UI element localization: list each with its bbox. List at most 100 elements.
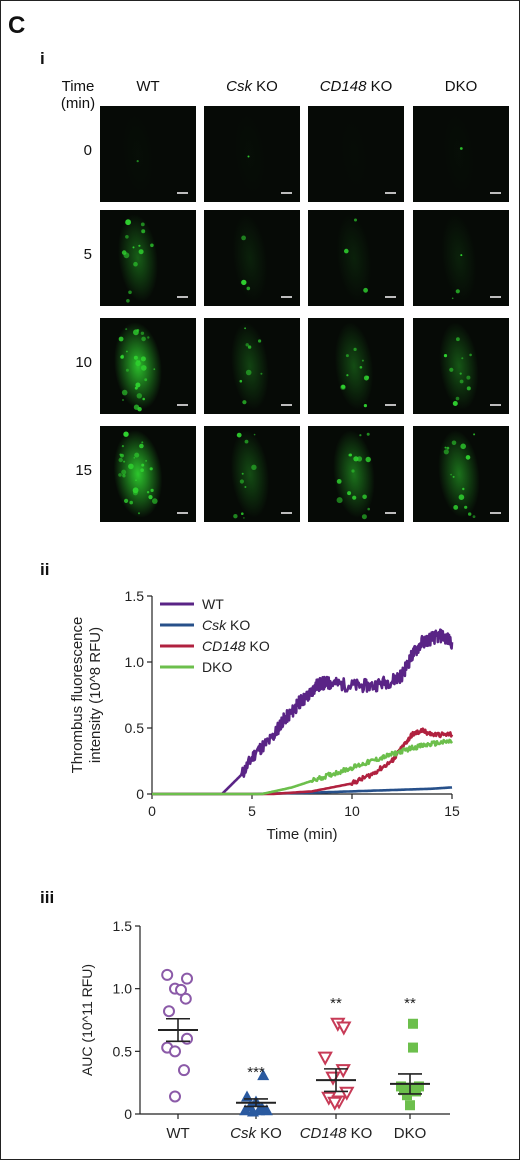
- platelet-spot: [147, 336, 150, 339]
- x-tick-label: 0: [148, 803, 156, 819]
- data-point-2-5: [339, 1086, 355, 1101]
- platelet-spot: [352, 495, 357, 500]
- micrograph-svg: [441, 214, 477, 302]
- thrombus-glow: [114, 322, 162, 410]
- platelet-spot: [121, 469, 127, 475]
- platelet-spot: [140, 222, 145, 227]
- plain-part: KO: [256, 1125, 282, 1142]
- micrograph-svg: [334, 322, 374, 410]
- platelet-spot: [345, 354, 349, 358]
- platelet-spot: [133, 457, 136, 459]
- y-tick-label: 1.5: [125, 588, 145, 604]
- panel-letter: C: [8, 12, 26, 39]
- platelet-spot: [346, 374, 349, 377]
- platelet-spot: [135, 479, 137, 481]
- panel-i-label: i: [40, 49, 45, 68]
- data-point-2-1: [336, 1021, 352, 1036]
- platelet-spot: [247, 345, 252, 349]
- platelet-spot: [241, 512, 244, 515]
- italic-part: CD148: [300, 1125, 347, 1142]
- platelet-spot: [451, 297, 454, 300]
- scale-bar: [281, 296, 292, 298]
- micrograph-t15-col1: [204, 426, 300, 522]
- time-header-line2: (min): [60, 95, 96, 112]
- time-label-15: 15: [75, 462, 92, 479]
- data-point-1-7: [260, 1104, 273, 1116]
- platelet-spot: [141, 441, 144, 444]
- platelet-spot: [450, 473, 452, 476]
- legend-label-1: Csk KO: [202, 617, 250, 633]
- platelet-spot: [141, 229, 146, 234]
- data-point-1-8: [247, 1105, 259, 1117]
- x-category-label-2: CD148 KO: [300, 1125, 373, 1142]
- column-header-2: CD148 KO: [319, 78, 393, 95]
- plain-part: DKO: [394, 1125, 427, 1142]
- platelet-spot: [128, 463, 134, 470]
- thrombus-glow: [121, 110, 155, 198]
- data-point-2-3: [335, 1064, 351, 1079]
- x-axis-label: Time (min): [266, 826, 337, 843]
- platelet-spot: [341, 384, 346, 389]
- scale-bar: [281, 404, 292, 406]
- platelet-spot: [139, 443, 144, 449]
- platelet-spot: [138, 512, 140, 515]
- data-point-3-6: [411, 1086, 421, 1097]
- micrograph-t5-col1: [204, 210, 300, 306]
- platelet-spot: [446, 446, 450, 450]
- series-line-3: [152, 738, 454, 796]
- column-header-0: WT: [136, 78, 160, 95]
- platelet-spot: [233, 514, 238, 519]
- platelet-spot: [148, 495, 153, 500]
- platelet-spot: [246, 286, 251, 291]
- legend-label-0: WT: [202, 596, 224, 612]
- platelet-spot: [241, 279, 247, 286]
- platelet-spot: [460, 443, 466, 450]
- micrograph-svg: [121, 110, 155, 198]
- micrograph-t0-col0: [100, 106, 196, 202]
- platelet-spot: [132, 490, 138, 496]
- platelet-spot: [353, 456, 359, 462]
- data-point-1-1: [241, 1090, 253, 1102]
- platelet-spot: [459, 372, 462, 375]
- panel-iii-label: iii: [40, 888, 55, 907]
- micrograph-t10-col1: [204, 318, 300, 414]
- platelet-spot: [251, 464, 257, 470]
- micrograph-svg: [114, 322, 162, 412]
- platelet-spot: [138, 249, 144, 255]
- platelet-spot: [128, 290, 132, 295]
- micrograph-t15-col2: [308, 426, 404, 522]
- platelet-spot: [118, 457, 123, 463]
- data-point-0-9: [178, 1064, 190, 1077]
- platelet-spot: [366, 432, 370, 436]
- platelet-spot: [241, 472, 244, 475]
- scale-bar: [177, 404, 188, 406]
- platelet-spot: [242, 400, 247, 405]
- platelet-spot: [452, 475, 455, 478]
- micrograph-t0-col1: [204, 106, 300, 202]
- plain-part: KO: [226, 617, 250, 633]
- x-tick-label: 5: [248, 803, 256, 819]
- italic-part: CD148: [202, 638, 246, 654]
- data-point-3-3: [414, 1081, 424, 1092]
- italic-part: Csk: [202, 617, 227, 633]
- thrombus-fluorescence-line-chart: 0 0.5 1.0 1.5 0 5 10 15 Time (min) Thrombus fluor…: [69, 588, 460, 843]
- platelet-spot: [444, 446, 447, 449]
- platelet-spot: [122, 399, 124, 401]
- platelet-spot: [136, 160, 139, 163]
- platelet-spot: [135, 382, 141, 388]
- platelet-spot: [344, 248, 349, 254]
- data-point-3-5: [399, 1085, 409, 1096]
- data-point-0-0: [161, 968, 174, 981]
- data-point-0-1: [181, 972, 193, 985]
- y-axis-label: AUC (10^11 RFU): [79, 964, 95, 1076]
- platelet-spot: [348, 453, 351, 457]
- thrombus-glow: [336, 214, 372, 302]
- platelet-spot: [443, 449, 449, 455]
- scale-bar: [490, 192, 501, 194]
- thrombus-glow: [442, 110, 476, 198]
- scale-bar: [281, 512, 292, 514]
- y-tick-label: 0.5: [113, 1043, 133, 1059]
- micrograph-t0-col3: [413, 106, 509, 202]
- platelet-spot: [347, 491, 352, 496]
